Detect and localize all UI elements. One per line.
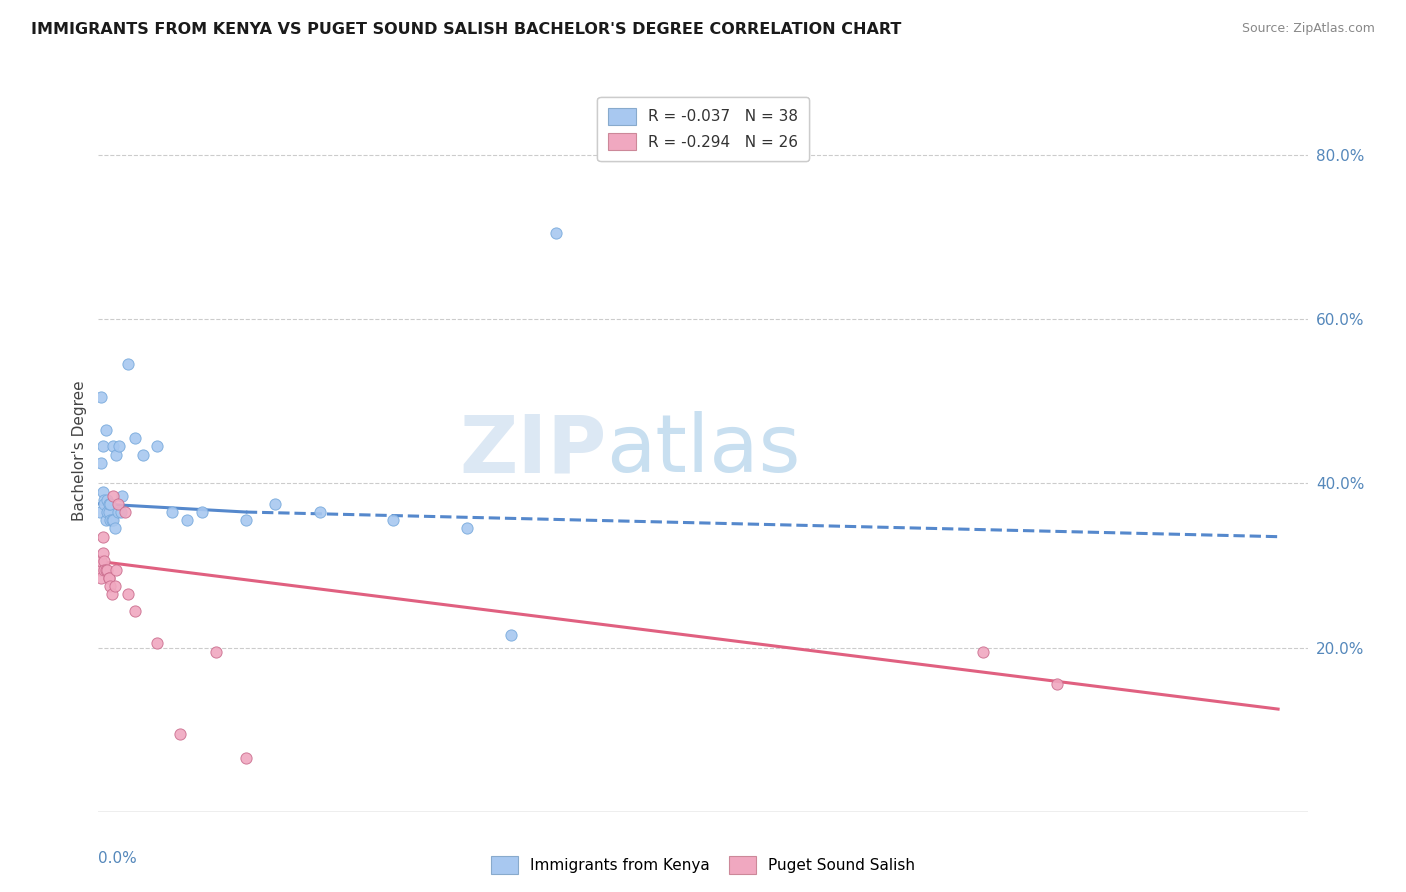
Point bbox=[93, 562, 115, 576]
Point bbox=[169, 727, 191, 741]
Point bbox=[101, 439, 124, 453]
Point bbox=[235, 513, 257, 527]
Point bbox=[98, 579, 121, 593]
Point bbox=[91, 546, 114, 560]
Point bbox=[90, 554, 112, 568]
Text: 0.0%: 0.0% bbox=[98, 852, 138, 866]
Point bbox=[1046, 677, 1069, 691]
Point bbox=[94, 513, 117, 527]
Point bbox=[160, 505, 183, 519]
Point bbox=[117, 357, 139, 371]
Point bbox=[105, 448, 128, 462]
Point bbox=[91, 484, 114, 499]
Point bbox=[205, 645, 228, 659]
Point bbox=[90, 456, 112, 470]
Point bbox=[146, 636, 169, 650]
Point bbox=[89, 505, 111, 519]
Point bbox=[93, 554, 115, 568]
Point bbox=[264, 497, 287, 511]
Point bbox=[93, 497, 115, 511]
Point bbox=[93, 492, 115, 507]
Point bbox=[91, 530, 114, 544]
Point bbox=[107, 505, 129, 519]
Point bbox=[96, 492, 118, 507]
Point bbox=[97, 571, 120, 585]
Point bbox=[90, 390, 112, 404]
Text: ZIP: ZIP bbox=[458, 411, 606, 490]
Point bbox=[91, 439, 114, 453]
Point bbox=[94, 423, 117, 437]
Point bbox=[105, 562, 128, 576]
Point bbox=[97, 505, 120, 519]
Point bbox=[100, 513, 122, 527]
Text: IMMIGRANTS FROM KENYA VS PUGET SOUND SALISH BACHELOR'S DEGREE CORRELATION CHART: IMMIGRANTS FROM KENYA VS PUGET SOUND SAL… bbox=[31, 22, 901, 37]
Point bbox=[104, 579, 127, 593]
Point bbox=[131, 448, 153, 462]
Point bbox=[114, 505, 136, 519]
Point bbox=[96, 505, 118, 519]
Legend: Immigrants from Kenya, Puget Sound Salish: Immigrants from Kenya, Puget Sound Salis… bbox=[485, 850, 921, 880]
Point bbox=[308, 505, 330, 519]
Point bbox=[104, 521, 127, 535]
Point bbox=[98, 497, 121, 511]
Point bbox=[124, 603, 146, 617]
Legend: R = -0.037   N = 38, R = -0.294   N = 26: R = -0.037 N = 38, R = -0.294 N = 26 bbox=[598, 97, 808, 161]
Point bbox=[98, 513, 121, 527]
Point bbox=[235, 751, 257, 765]
Point bbox=[100, 587, 122, 601]
Y-axis label: Bachelor's Degree: Bachelor's Degree bbox=[72, 380, 87, 521]
Point bbox=[107, 497, 129, 511]
Point bbox=[108, 439, 131, 453]
Point bbox=[96, 562, 118, 576]
Point bbox=[972, 645, 994, 659]
Point bbox=[110, 505, 132, 519]
Point bbox=[101, 489, 124, 503]
Point bbox=[544, 226, 567, 240]
Text: Source: ZipAtlas.com: Source: ZipAtlas.com bbox=[1241, 22, 1375, 36]
Point bbox=[146, 439, 169, 453]
Point bbox=[190, 505, 212, 519]
Point bbox=[97, 497, 120, 511]
Point bbox=[90, 571, 112, 585]
Text: atlas: atlas bbox=[606, 411, 800, 490]
Point bbox=[456, 521, 478, 535]
Point bbox=[176, 513, 198, 527]
Point bbox=[124, 431, 146, 445]
Point bbox=[501, 628, 523, 642]
Point bbox=[94, 562, 117, 576]
Point bbox=[101, 513, 124, 527]
Point bbox=[89, 562, 111, 576]
Point bbox=[97, 571, 120, 585]
Point bbox=[111, 489, 134, 503]
Point bbox=[117, 587, 139, 601]
Point bbox=[382, 513, 405, 527]
